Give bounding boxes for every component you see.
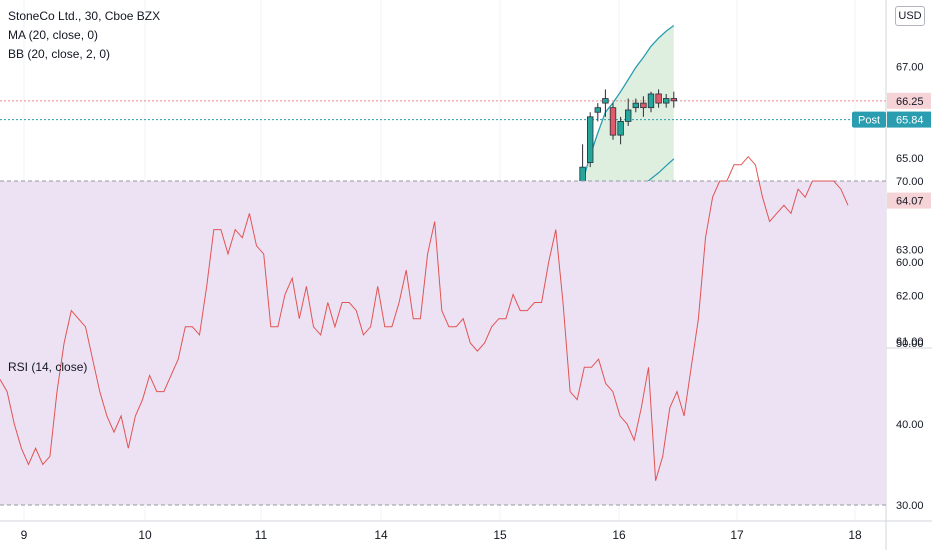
candle-body <box>602 98 609 104</box>
rsi-tick-label: 70.00 <box>896 176 924 188</box>
time-tick-label: 11 <box>255 528 268 542</box>
chart-title: StoneCo Ltd., 30, Cboe BZX <box>8 9 161 23</box>
candle-body <box>663 98 670 104</box>
candle-body <box>655 93 662 104</box>
price-tick-label: 65.00 <box>896 153 924 165</box>
time-tick-label: 15 <box>493 528 507 542</box>
candle-body <box>647 93 655 109</box>
candle-body <box>609 107 617 136</box>
time-tick-label: 14 <box>374 528 388 542</box>
time-tick-label: 17 <box>730 528 744 542</box>
rsi-line <box>0 155 849 481</box>
time-tick-label: 10 <box>138 528 152 542</box>
ma-legend: MA (20, close, 0) <box>8 28 99 42</box>
rsi-band <box>0 181 886 505</box>
post-price-label-bg <box>887 111 931 128</box>
rsi-tick-label: 60.00 <box>896 257 924 269</box>
candle-body <box>640 102 647 109</box>
post-tag-label: Post <box>858 115 880 127</box>
candle-body <box>670 98 677 102</box>
level-price-label: 64.07 <box>896 196 924 208</box>
price-tick-label: 62.00 <box>896 290 924 302</box>
candle-body <box>594 107 601 113</box>
candle-body <box>617 121 624 136</box>
rsi-legend: RSI (14, close) <box>8 360 88 374</box>
rsi-tick-label: 30.00 <box>896 500 924 512</box>
last-price-label: 66.25 <box>896 96 924 108</box>
last-price-label-bg <box>887 92 931 109</box>
bb-legend: BB (20, close, 2, 0) <box>8 47 111 61</box>
price-tick-label: 63.00 <box>896 245 924 257</box>
candle-body <box>587 116 594 163</box>
currency-button[interactable]: USD <box>895 6 925 26</box>
time-tick-label: 9 <box>21 528 28 542</box>
rsi-tick-label: 40.00 <box>896 419 924 431</box>
post-price-label: 65.84 <box>896 115 924 127</box>
time-tick-label: 16 <box>612 528 626 542</box>
time-tick-label: 18 <box>848 528 862 542</box>
level-price-label-bg <box>887 192 931 209</box>
candle-body <box>625 109 632 122</box>
price-tick-label: 67.00 <box>896 62 924 74</box>
post-tag-bg <box>852 111 886 128</box>
price-tick-label: 61.00 <box>896 336 924 348</box>
rsi-tick-label: 50.00 <box>896 338 924 350</box>
candle-body <box>632 102 639 109</box>
